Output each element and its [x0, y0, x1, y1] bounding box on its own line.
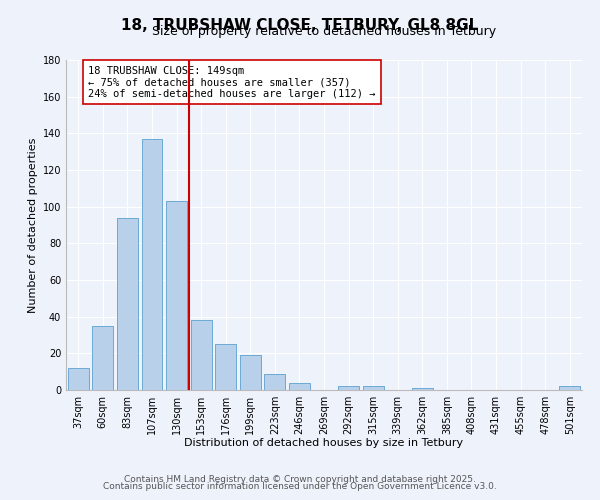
Bar	[240, 355, 261, 390]
Bar	[338, 386, 359, 390]
Bar	[117, 218, 138, 390]
Text: Contains public sector information licensed under the Open Government Licence v3: Contains public sector information licen…	[103, 482, 497, 491]
Title: Size of property relative to detached houses in Tetbury: Size of property relative to detached ho…	[152, 25, 496, 38]
Bar	[92, 326, 113, 390]
Y-axis label: Number of detached properties: Number of detached properties	[28, 138, 38, 312]
Bar	[559, 386, 580, 390]
Text: Contains HM Land Registry data © Crown copyright and database right 2025.: Contains HM Land Registry data © Crown c…	[124, 475, 476, 484]
Bar	[142, 139, 163, 390]
Bar	[289, 382, 310, 390]
Bar	[265, 374, 286, 390]
Bar	[215, 344, 236, 390]
Bar	[191, 320, 212, 390]
Bar	[412, 388, 433, 390]
X-axis label: Distribution of detached houses by size in Tetbury: Distribution of detached houses by size …	[184, 438, 464, 448]
Text: 18 TRUBSHAW CLOSE: 149sqm
← 75% of detached houses are smaller (357)
24% of semi: 18 TRUBSHAW CLOSE: 149sqm ← 75% of detac…	[88, 66, 376, 98]
Bar	[68, 368, 89, 390]
Text: 18, TRUBSHAW CLOSE, TETBURY, GL8 8GL: 18, TRUBSHAW CLOSE, TETBURY, GL8 8GL	[121, 18, 479, 32]
Bar	[362, 386, 383, 390]
Bar	[166, 201, 187, 390]
